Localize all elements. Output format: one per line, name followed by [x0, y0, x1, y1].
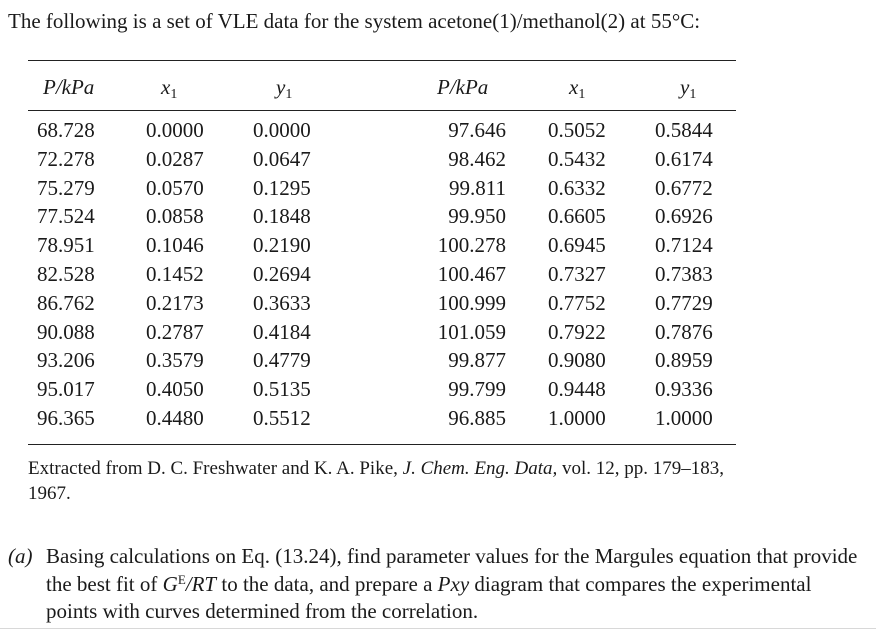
table-cell: 0.7327 [548, 261, 606, 286]
table-cell: 97.646 [448, 118, 506, 142]
table-cell: 99.799 [448, 377, 506, 402]
table-cell: 86.762 [37, 290, 95, 315]
table-cell: 0.0000 [253, 118, 311, 142]
table-cell: 0.5844 [655, 118, 713, 142]
table-cell: 0.6945 [548, 233, 606, 258]
table-cell: 0.7922 [548, 319, 606, 344]
table-cell: 0.5135 [253, 377, 311, 402]
header-y1-right: y1 [680, 75, 697, 102]
column-pressure-left: 68.728 72.278 75.279 77.524 78.951 82.528 86.7… [37, 116, 95, 433]
table-cell: 0.4184 [253, 319, 311, 344]
table-cell: 0.1452 [146, 261, 204, 286]
table-cell: 0.6332 [548, 175, 606, 200]
table-cell: 100.278 [437, 233, 506, 258]
column-x1-right: 0.5052 0.5432 0.6332 0.6605 0.6945 0.7327 0.77… [548, 116, 606, 433]
column-pressure-right: 97.646 98.462 99.811 99.950 100.278 100.467 10… [416, 116, 506, 433]
table-cell: 0.2787 [146, 319, 204, 344]
question-label: (a) [8, 544, 33, 568]
table-cell: 93.206 [37, 348, 95, 373]
table-cell: 75.279 [37, 175, 95, 200]
table-cell: 0.7383 [655, 261, 713, 286]
table-header-rule [28, 110, 736, 111]
table-cell: 0.5052 [548, 118, 606, 142]
table-cell: 1.0000 [655, 405, 713, 430]
table-cell: 0.6772 [655, 175, 713, 200]
table-cell: 0.1295 [253, 175, 311, 200]
table-cell: 0.2694 [253, 261, 311, 286]
table-cell: 82.528 [37, 261, 95, 286]
table-cell: 78.951 [37, 233, 95, 258]
table-cell: 0.2190 [253, 233, 311, 258]
table-cell: 0.7729 [655, 290, 713, 315]
table-cell: 68.728 [37, 118, 95, 142]
table-cell: 0.3579 [146, 348, 204, 373]
table-top-rule [28, 60, 736, 61]
header-pressure-left: P/kPa [43, 75, 95, 99]
table-cell: 0.6174 [655, 146, 713, 171]
table-cell: 90.088 [37, 319, 95, 344]
table-cell: 101.059 [437, 319, 506, 344]
table-cell: 0.0000 [146, 118, 204, 142]
table-cell: 77.524 [37, 204, 95, 229]
header-x1-left: x1 [161, 75, 178, 102]
problem-intro: The following is a set of VLE data for t… [8, 9, 701, 33]
table-cell: 72.278 [37, 146, 95, 171]
table-cell: 0.7124 [655, 233, 713, 258]
table-cell: 0.7752 [548, 290, 606, 315]
table-cell: 0.8959 [655, 348, 713, 373]
table-cell: 0.5432 [548, 146, 606, 171]
table-cell: 100.467 [437, 261, 506, 286]
table-cell: 95.017 [37, 377, 95, 402]
table-cell: 1.0000 [548, 405, 606, 430]
table-cell: 0.0647 [253, 146, 311, 171]
table-cell: 0.9080 [548, 348, 606, 373]
question-text: Basing calculations on Eq. (13.24), find… [46, 544, 858, 623]
table-cell: 0.4050 [146, 377, 204, 402]
table-cell: 0.6926 [655, 204, 713, 229]
column-y1-left: 0.0000 0.0647 0.1295 0.1848 0.2190 0.2694 0.36… [253, 116, 311, 433]
table-cell: 99.811 [449, 175, 506, 200]
table-cell: 0.4480 [146, 405, 204, 430]
page-cutoff [0, 628, 876, 642]
header-pressure-right: P/kPa [437, 75, 489, 99]
question-part-a: (a) Basing calculations on Eq. (13.24), … [8, 543, 868, 626]
table-cell: 100.999 [437, 290, 506, 315]
column-x1-left: 0.0000 0.0287 0.0570 0.0858 0.1046 0.1452 0.21… [146, 116, 204, 433]
column-y1-right: 0.5844 0.6174 0.6772 0.6926 0.7124 0.7383 0.77… [655, 116, 713, 433]
table-cell: 0.9448 [548, 377, 606, 402]
table-cell: 0.7876 [655, 319, 713, 344]
header-y1-left: y1 [276, 75, 293, 102]
header-x1-right: x1 [569, 75, 586, 102]
table-cell: 0.3633 [253, 290, 311, 315]
table-cell: 0.0287 [146, 146, 204, 171]
table-cell: 98.462 [448, 146, 506, 171]
table-cell: 96.885 [448, 405, 506, 430]
table-cell: 0.1046 [146, 233, 204, 258]
data-source-citation: Extracted from D. C. Freshwater and K. A… [28, 458, 725, 504]
table-cell: 0.0858 [146, 204, 204, 229]
table-cell: 0.9336 [655, 377, 713, 402]
table-cell: 0.5512 [253, 405, 311, 430]
table-cell: 0.2173 [146, 290, 204, 315]
table-bottom-rule [28, 444, 736, 445]
table-cell: 99.950 [448, 204, 506, 229]
table-cell: 0.0570 [146, 175, 204, 200]
table-cell: 0.4779 [253, 348, 311, 373]
table-cell: 0.6605 [548, 204, 606, 229]
table-cell: 99.877 [448, 348, 506, 373]
table-cell: 0.1848 [253, 204, 311, 229]
table-cell: 96.365 [37, 405, 95, 430]
